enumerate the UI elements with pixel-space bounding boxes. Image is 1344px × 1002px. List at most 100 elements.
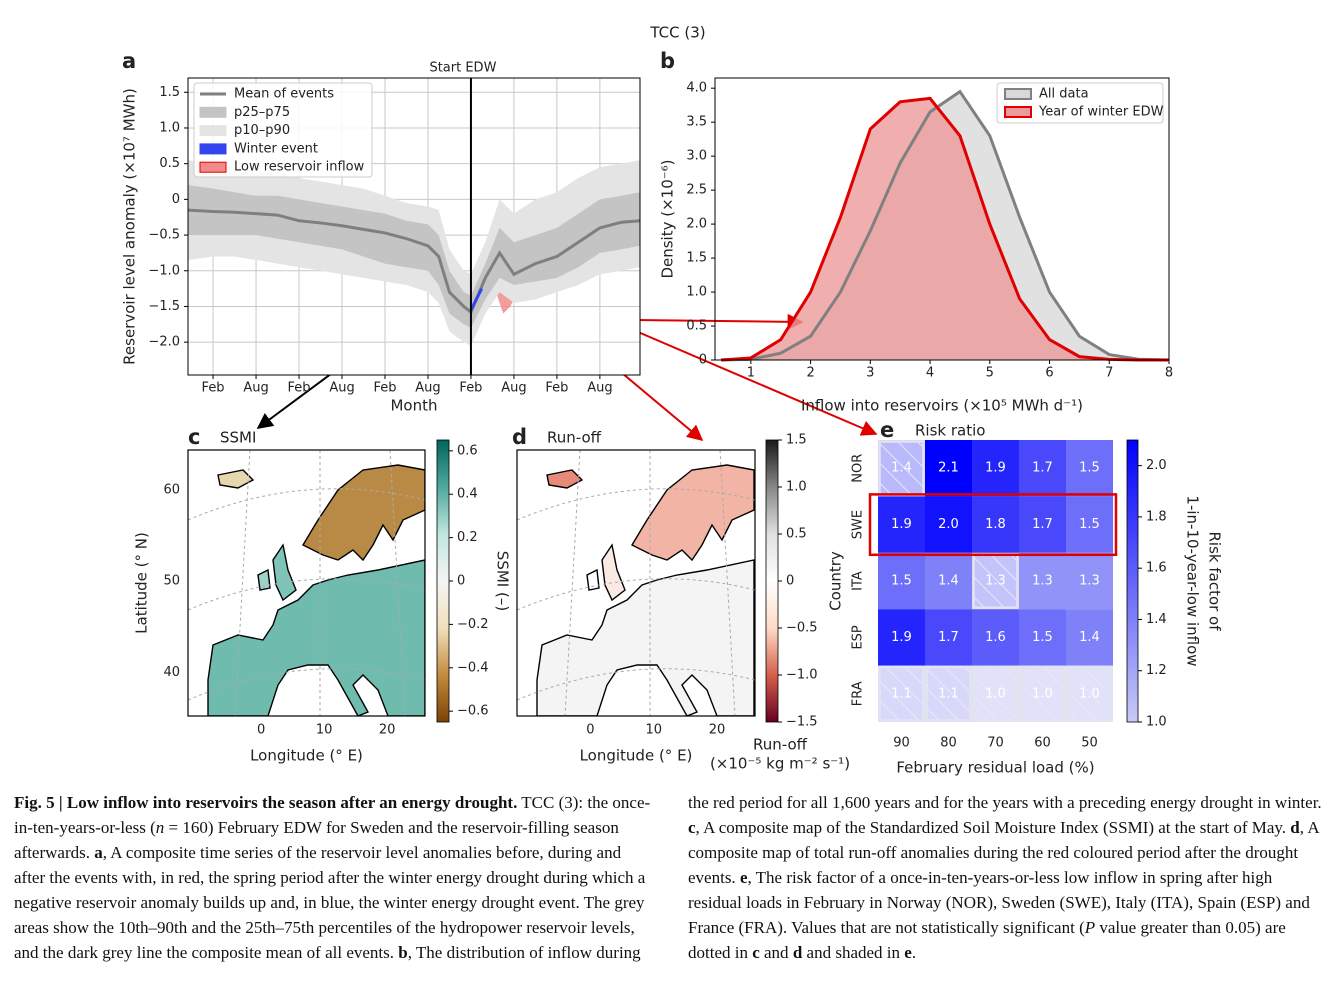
caption-run: Fig. 5 | Low inflow into reservoirs the …	[14, 793, 518, 812]
y-tick-label: 0	[699, 353, 707, 368]
lat-tick-label: 60	[163, 483, 180, 498]
heatmap-cell	[878, 496, 925, 553]
heatmap-cell	[1066, 552, 1113, 610]
caption-run: TCC (3): the once-in-ten-years-or-less (	[14, 793, 651, 837]
plot-frame	[187, 77, 641, 376]
panel-letter: b	[660, 49, 675, 73]
legend-swatch	[1004, 106, 1032, 118]
colorbar-tick-label: 0.2	[457, 530, 478, 545]
legend-label: All data	[1039, 87, 1089, 102]
x-axis-label: Inflow into reservoirs (×10⁵ MWh d⁻¹)	[801, 397, 1083, 415]
colorbar-label: 1-in-10-year-low inflow	[1184, 495, 1202, 666]
caption-run: .	[911, 943, 917, 962]
series-line	[187, 208, 641, 315]
heatmap-cell	[1019, 609, 1066, 666]
x-tick-label: Feb	[459, 381, 482, 396]
map-frame	[516, 449, 756, 717]
panel-title: Run-off	[547, 429, 602, 447]
y-tick-label: 0	[172, 192, 180, 207]
y-axis-label: Reservoir level anomaly (×10⁷ MWh)	[121, 88, 139, 365]
legend-box	[996, 82, 1164, 124]
caption-run: , A composite map of total run-off anoma…	[688, 818, 1319, 887]
cell-label: 1.0	[1079, 686, 1100, 701]
column-label: 80	[940, 736, 957, 751]
cell-label: 1.4	[1079, 630, 1100, 645]
caption-run: , A composite time series of the reservo…	[14, 843, 646, 962]
caption-run: n	[155, 818, 165, 837]
x-tick-label: 4	[926, 366, 934, 381]
x-tick-label: Aug	[243, 381, 268, 396]
series-line	[469, 287, 484, 311]
cell-label: 1.9	[891, 517, 912, 532]
y-tick-label: −1.0	[148, 263, 180, 278]
row-label: SWE	[851, 510, 866, 539]
x-tick-label: 1	[747, 366, 755, 381]
insignificant-hatch	[972, 665, 1019, 722]
column-label: 60	[1034, 736, 1051, 751]
colorbar-tick-label: 1.6	[1146, 561, 1167, 576]
cell-label: 1.3	[1079, 574, 1100, 589]
row-highlight	[868, 493, 1118, 557]
legend-label: p10–p90	[234, 123, 290, 138]
column-label: 50	[1081, 736, 1098, 751]
caption-run: , A composite map of the Standardized So…	[695, 818, 1291, 837]
row-label: NOR	[851, 454, 866, 483]
panel-title: Risk ratio	[915, 422, 985, 440]
y-axis-label: Latitude (° N)	[133, 532, 151, 634]
caption-run: b	[398, 943, 408, 962]
lon-tick-label: 20	[379, 723, 396, 738]
colorbar-tick-label: 0.4	[457, 487, 478, 502]
y-tick-label: 2.0	[686, 217, 707, 232]
cell-label: 1.6	[985, 630, 1006, 645]
heatmap-cell	[925, 609, 972, 666]
heatmap-cell	[972, 609, 1019, 666]
caption-run: , The distribution of inflow during the …	[407, 793, 1322, 962]
y-tick-label: 0.5	[686, 319, 707, 334]
y-tick-label: −0.5	[148, 228, 180, 243]
colorbar-tick-label: 0.6	[457, 443, 478, 458]
caption-run: c	[688, 818, 696, 837]
caption-run: e	[904, 943, 912, 962]
cell-label: 1.8	[985, 517, 1006, 532]
colorbar-tick-label: 1.5	[786, 433, 807, 448]
y-tick-label: −1.5	[148, 299, 180, 314]
x-tick-label: Aug	[587, 381, 612, 396]
legend-swatch	[199, 106, 227, 118]
y-tick-label: 1.5	[159, 85, 180, 100]
heatmap-cell	[1066, 440, 1113, 497]
x-tick-label: Feb	[202, 381, 225, 396]
colorbar-label: Run-off	[753, 736, 808, 754]
legend-swatch	[199, 125, 227, 137]
y-tick-label: 2.5	[686, 183, 707, 198]
caption-run: , The risk factor of a once-in-ten-years…	[688, 868, 1310, 937]
caption-run: a	[94, 843, 103, 862]
figure-caption: Fig. 5 | Low inflow into reservoirs the …	[14, 790, 1326, 1000]
legend-label: p25–p75	[234, 105, 290, 120]
heatmap-cell	[878, 552, 925, 610]
x-tick-label: Feb	[373, 381, 396, 396]
colorbar-tick-label: 0	[457, 574, 465, 589]
colorbar	[1126, 439, 1139, 723]
cell-label: 1.7	[1032, 517, 1053, 532]
density-line	[720, 89, 1170, 362]
legend-swatch	[199, 143, 227, 155]
y-tick-label: 0.5	[159, 156, 180, 171]
x-tick-label: 8	[1165, 366, 1173, 381]
map-art-d	[517, 450, 755, 716]
insignificant-hatch	[1066, 665, 1113, 722]
cell-label: 1.3	[985, 574, 1006, 589]
cell-label: 1.3	[1032, 574, 1053, 589]
legend-box	[193, 82, 373, 178]
caption-run: and	[759, 943, 793, 962]
density-line	[720, 96, 1169, 362]
cell-label: 2.0	[938, 517, 959, 532]
y-tick-label: 1.5	[686, 251, 707, 266]
heatmap-cell	[972, 496, 1019, 553]
y-tick-label: 3.0	[686, 149, 707, 164]
lon-tick-label: 20	[709, 723, 726, 738]
panel-letter: c	[188, 425, 200, 449]
legend-label: Year of winter EDW	[1038, 105, 1164, 120]
caption-run: = 160) February EDW for Sweden and the r…	[14, 818, 619, 862]
colorbar-label: (×10⁻⁵ kg m⁻² s⁻¹)	[710, 755, 850, 773]
colorbar-label: Risk factor of	[1206, 531, 1224, 631]
